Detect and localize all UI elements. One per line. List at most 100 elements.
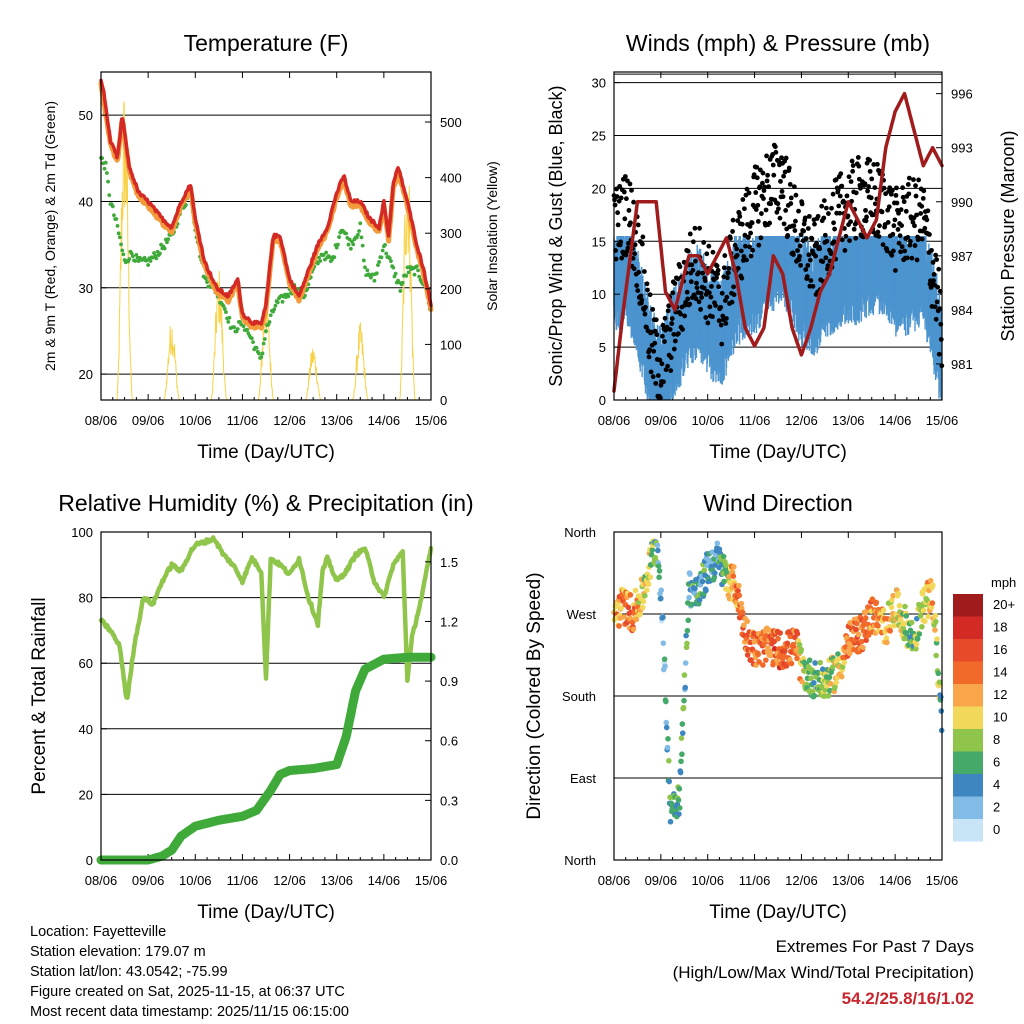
- gust-point: [755, 202, 761, 208]
- gust-point: [699, 294, 705, 300]
- gust-point: [627, 181, 633, 187]
- gust-point: [634, 283, 640, 288]
- pressure-series: [612, 91, 944, 393]
- y-right-axis-label: Station Pressure (Maroon): [998, 130, 1018, 341]
- gust-point: [684, 289, 690, 295]
- gust-point: [780, 194, 786, 200]
- gust-point: [650, 306, 656, 312]
- x-tick-label: 13/06: [320, 873, 353, 888]
- gust-point: [772, 144, 778, 150]
- direction-point: [775, 635, 781, 642]
- gust-point: [824, 238, 830, 244]
- dewpoint-point: [414, 264, 419, 269]
- gust-point: [783, 208, 789, 213]
- gust-point: [809, 236, 815, 242]
- solar-series: [163, 326, 181, 401]
- gust-point: [694, 280, 699, 286]
- gust-point: [622, 174, 628, 179]
- direction-point: [935, 670, 942, 677]
- gust-point: [721, 265, 727, 271]
- gust-point: [612, 202, 618, 208]
- x-tick-label: 15/06: [415, 873, 448, 888]
- dewpoint-point: [127, 257, 132, 261]
- direction-point: [655, 563, 662, 569]
- dewpoint-point: [377, 260, 382, 264]
- x-tick-label: 13/06: [320, 413, 353, 428]
- gust-point: [850, 168, 856, 174]
- gust-point: [936, 351, 942, 357]
- gust-point: [876, 234, 882, 239]
- direction-point: [784, 640, 791, 647]
- direction-point: [616, 623, 622, 629]
- dewpoint-point: [335, 242, 340, 247]
- dewpoint-point: [387, 256, 392, 261]
- direction-point: [756, 659, 762, 665]
- dewpoint-point: [235, 327, 240, 331]
- y-right-tick-label: 400: [440, 171, 462, 186]
- dewpoint-point: [227, 315, 232, 320]
- gust-point: [919, 203, 925, 209]
- y-tick-label: East: [570, 771, 596, 786]
- direction-point: [735, 587, 741, 594]
- gust-point: [735, 265, 741, 271]
- direction-point: [806, 657, 813, 664]
- gust-point: [881, 185, 887, 191]
- gust-point: [822, 232, 828, 238]
- gust-point: [934, 257, 940, 262]
- gust-point: [682, 313, 688, 319]
- direction-point: [625, 604, 632, 611]
- direction-point: [914, 636, 921, 642]
- gust-point: [650, 374, 656, 380]
- dewpoint-point: [383, 242, 387, 247]
- gust-point: [723, 321, 729, 326]
- direction-point: [660, 614, 666, 621]
- dewpoint-point: [112, 213, 116, 218]
- gust-point: [729, 299, 735, 305]
- gust-point: [838, 171, 844, 177]
- dewpoint-point: [321, 252, 326, 257]
- gust-point: [754, 164, 760, 170]
- direction-point: [727, 579, 733, 586]
- dewpoint-point: [262, 337, 267, 341]
- gust-point: [904, 255, 910, 261]
- colorbar-label: 10: [993, 710, 1007, 725]
- y-axis-label: Percent & Total Rainfall: [29, 597, 50, 794]
- dewpoint-point: [245, 327, 250, 332]
- gust-point: [613, 256, 619, 262]
- gust-point: [863, 218, 869, 224]
- extremes-values: 54.2/25.8/16/1.02: [841, 989, 974, 1008]
- gust-point: [839, 183, 845, 189]
- direction-point: [663, 698, 669, 705]
- gust-point: [778, 178, 783, 184]
- gust-point: [896, 240, 902, 246]
- dewpoint-point: [398, 289, 403, 293]
- gust-point: [826, 211, 831, 216]
- gust-point: [722, 253, 728, 258]
- gust-point: [820, 259, 826, 265]
- x-tick-label: 12/06: [273, 873, 306, 888]
- gust-point: [807, 257, 813, 263]
- gust-point: [867, 157, 873, 163]
- direction-point: [839, 664, 846, 670]
- gust-point: [635, 222, 641, 228]
- gust-point: [911, 177, 916, 183]
- gust-point: [831, 220, 836, 226]
- x-tick-label: 12/06: [785, 413, 818, 428]
- plot-frame: [100, 71, 432, 401]
- gust-point: [677, 264, 683, 270]
- x-tick-label: 15/06: [926, 873, 959, 888]
- gust-point: [907, 238, 913, 244]
- gust-point: [731, 284, 736, 290]
- y-axis-label: Sonic/Prop Wind & Gust (Blue, Black): [546, 85, 566, 386]
- dewpoint-point: [330, 257, 334, 262]
- dewpoint-point: [259, 355, 264, 359]
- gust-point: [796, 257, 802, 263]
- direction-point: [730, 573, 737, 579]
- x-axis-label: Time (Day/UTC): [197, 902, 335, 923]
- dewpoint-point: [416, 268, 420, 273]
- gust-point: [830, 191, 836, 197]
- dewpoint-point: [315, 261, 320, 266]
- gust-point: [927, 232, 932, 237]
- dewpoint-point: [114, 217, 119, 221]
- colorbar-swatch: [953, 684, 983, 707]
